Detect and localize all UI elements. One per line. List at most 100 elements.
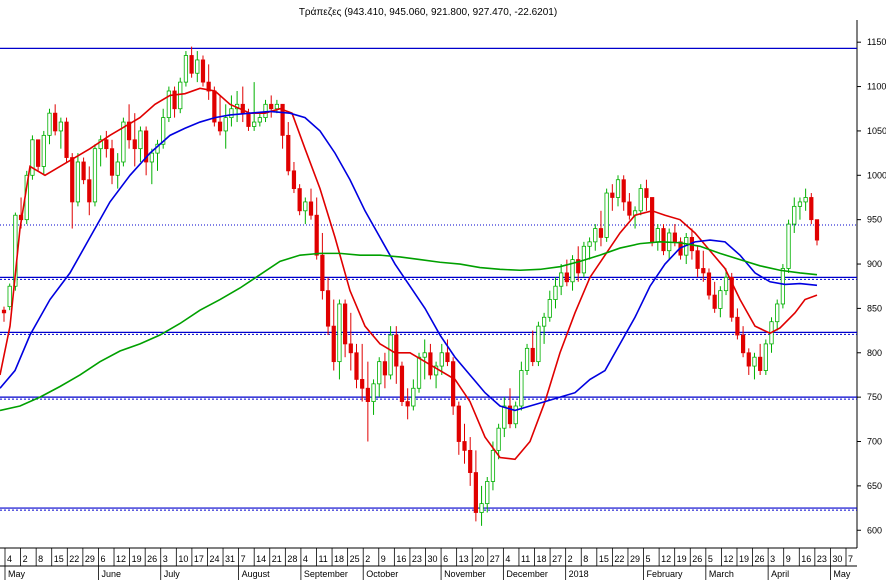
y-tick-label: 650 [867,481,882,491]
candle-body [87,179,92,203]
candle-body [246,112,251,127]
candle-body [746,352,751,367]
x-day-label: 7 [848,554,853,564]
x-month-label: 2018 [569,569,589,579]
candle-body [217,121,223,132]
x-day-label: 29 [630,554,640,564]
candle-body [365,387,370,402]
x-day-label: 10 [178,554,188,564]
candle-body [456,405,461,442]
moving-average-line [0,241,818,412]
x-day-label: 19 [132,554,142,564]
x-day-label: 4 [303,554,308,564]
candle-body [382,361,388,376]
candle-body [570,259,575,283]
x-month-label: June [101,569,121,579]
x-day-label: 9 [381,554,386,564]
candle-body [672,232,677,243]
candle-body [718,290,723,309]
x-month-label: May [833,569,851,579]
x-day-label: 12 [116,554,126,564]
candle-body [47,112,52,136]
candle-body [803,197,808,203]
candle-body [126,121,132,141]
y-tick-label: 800 [867,348,882,358]
candle-body [172,90,177,110]
candle-body [343,303,348,345]
candle-body [64,121,69,158]
candle-body [331,325,336,363]
candle-body [496,427,501,451]
candle-body [411,387,416,407]
candle-body [388,334,393,376]
x-day-label: 22 [69,554,79,564]
x-day-label: 13 [459,554,469,564]
x-day-label: 15 [54,554,64,564]
candle-body [360,378,365,389]
candle-body [405,401,410,407]
candle-body [490,449,496,482]
x-day-label: 18 [334,554,344,564]
candle-body [286,134,291,172]
x-day-label: 6 [443,554,448,564]
y-tick-label: 1050 [867,126,886,136]
candle-body [132,139,137,150]
candle-body [604,192,609,238]
candle-body [36,139,41,167]
candle-body [178,81,183,110]
candle-body [280,103,285,136]
x-day-label: 2 [365,554,370,564]
candle-body [325,290,331,327]
candle-body [98,139,103,150]
moving-averages [0,87,818,461]
candle-body [269,103,274,110]
candle-body [513,405,518,425]
candle-body [451,361,456,407]
x-day-label: 8 [583,554,588,564]
y-tick-label: 700 [867,437,882,447]
candle-body [144,130,149,163]
y-tick-label: 1100 [867,82,886,92]
x-day-label: 4 [7,554,12,564]
y-tick-label: 1150 [867,37,886,47]
x-month-label: March [709,569,734,579]
candle-body [348,343,353,354]
candle-body [479,503,484,513]
candle-body [303,201,308,212]
candle-body [621,179,626,203]
candle-body [507,405,513,425]
candle-body [92,148,98,203]
candle-body [166,90,171,119]
candle-body [809,197,814,221]
x-day-label: 28 [287,554,297,564]
x-day-label: 26 [692,554,702,564]
x-day-label: 7 [241,554,246,564]
candle-body [291,170,297,190]
x-day-label: 12 [661,554,671,564]
candle-body [1,309,7,314]
x-month-label: July [164,569,181,579]
y-tick-label: 950 [867,215,882,225]
candle-body [524,347,530,371]
candle-body [695,250,700,269]
x-day-label: 21 [272,554,282,564]
x-month-label: September [304,569,348,579]
candle-body [559,272,564,287]
candle-body [41,134,46,167]
candle-body [81,161,86,181]
candle-body [780,268,785,305]
x-day-label: 11 [318,554,327,564]
candle-body [541,316,547,327]
x-day-label: 2 [23,554,28,564]
candle-body [729,276,734,318]
candle-body [723,276,729,292]
x-month-label: February [647,569,684,579]
x-day-label: 2 [568,554,573,564]
candle-body [593,228,598,243]
candle-body [109,148,115,176]
candle-body [7,285,12,308]
x-month-label: April [771,569,789,579]
candle-body [121,121,126,163]
